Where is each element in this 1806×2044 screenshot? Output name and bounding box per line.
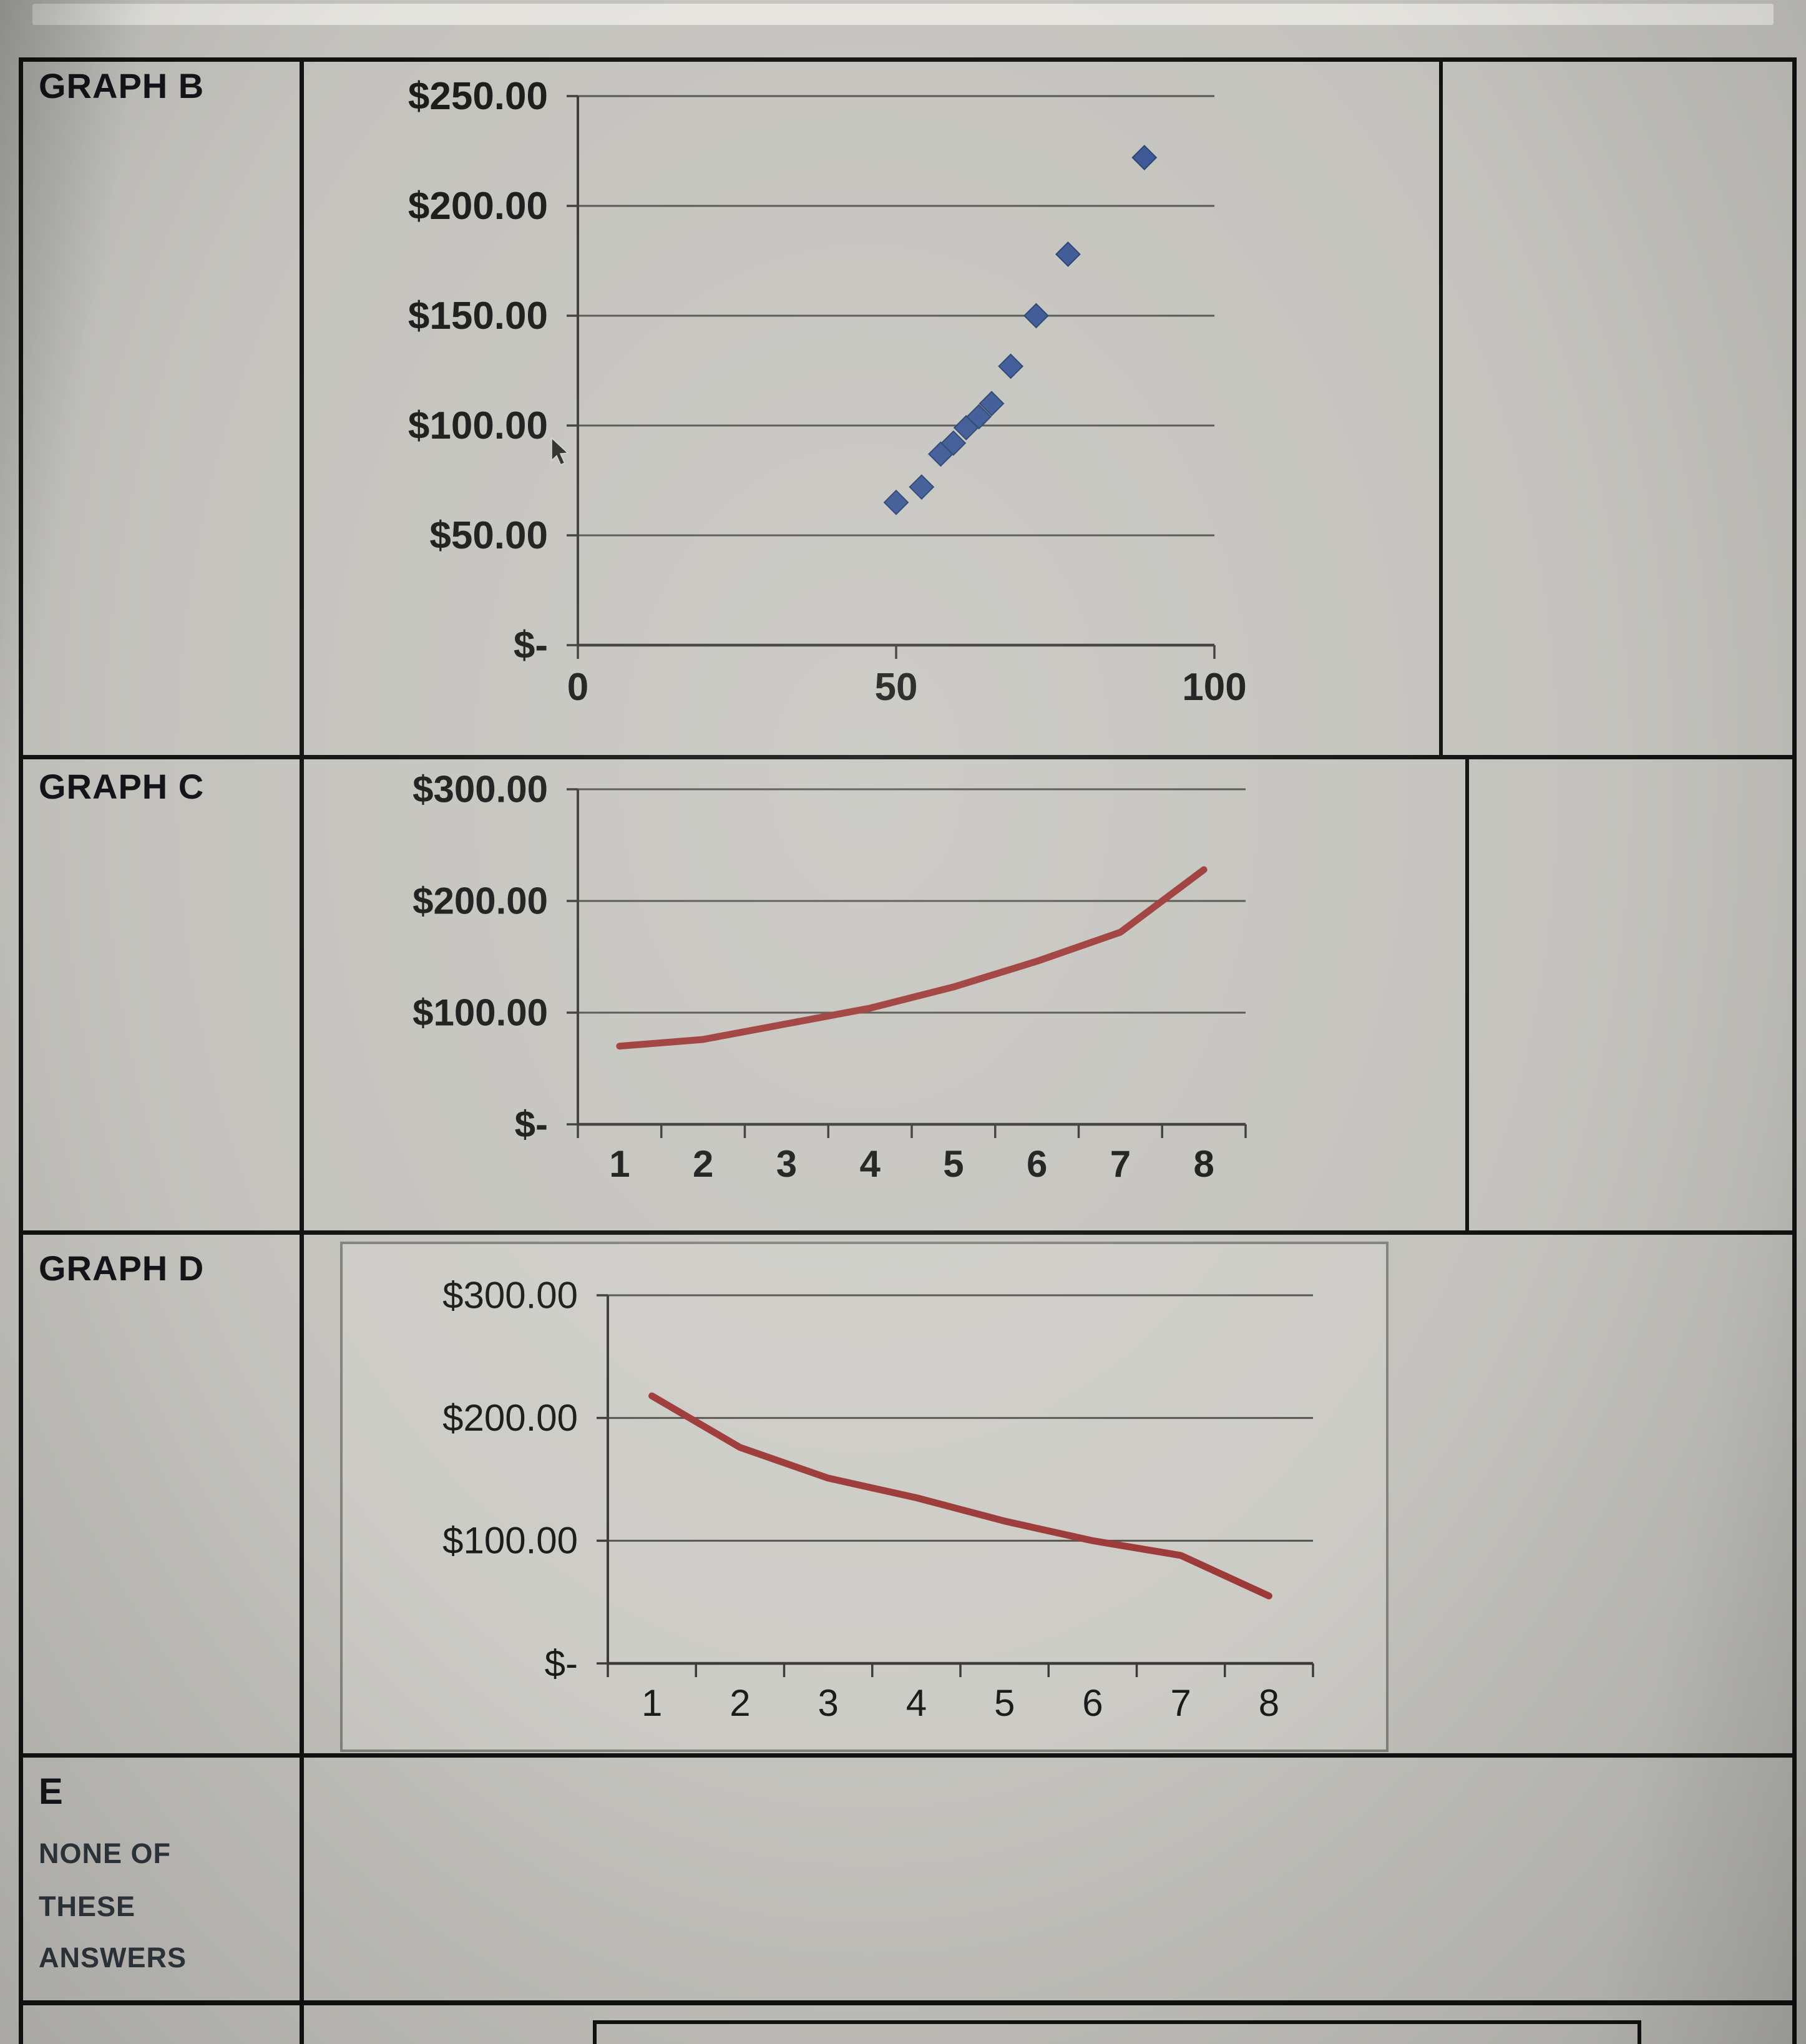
y-tick-label: $300.00 [442,1274,578,1316]
graph-c-label: GRAPH C [39,767,205,806]
table-border-row-c [19,1230,1796,1235]
y-tick-label: $50.00 [429,514,548,557]
graph-b-label: GRAPH B [39,66,205,105]
x-tick-label: 5 [943,1143,964,1185]
y-tick-label: $- [545,1642,578,1684]
scatter-point [979,391,1005,417]
graph-b-chart-area: $- $50.00 $100.00 $150.00 $200.00 $250.00 0 50 1… [303,62,1439,755]
option-e-text-line1: NONE OF [39,1837,172,1869]
x-tick-label: 1 [609,1143,630,1185]
x-tick-label: 3 [818,1682,838,1724]
previous-row-edge [32,4,1774,25]
y-tick-label: $250.00 [408,75,548,118]
data-line [648,1392,1272,1600]
table-border-left [19,57,23,2044]
scatter-point [998,353,1024,379]
x-tick-label: 3 [776,1143,797,1185]
table-border-row-e [19,2000,1796,2005]
x-tick-label: 50 [875,666,918,709]
scatter-point [1055,241,1081,267]
next-chart-frame-left [593,2020,597,2044]
option-e-text-line2: THESE [39,1891,136,1922]
table-border-right [1792,57,1797,2044]
x-tick-label: 6 [1027,1143,1047,1185]
scatter-point [1023,303,1049,329]
option-e-letter: E [39,1771,64,1812]
next-chart-frame-right [1638,2020,1641,2044]
graph-b-chart: $- $50.00 $100.00 $150.00 $200.00 $250.00 0 50 1… [408,75,1247,709]
data-line [616,866,1208,1050]
y-tick-label: $100.00 [412,991,548,1033]
next-chart-frame-top [593,2020,1641,2024]
table-border-row-d [19,1753,1796,1758]
graph-d-chart: $- $100.00 $200.00 $300.00 1 2 3 4 5 6 7 8 [442,1274,1314,1724]
scatter-point [883,489,909,515]
table-border-chartcol-b [1439,57,1443,759]
table-border-chartcol-c [1465,755,1469,1235]
y-tick-label: $200.00 [442,1397,578,1439]
x-tick-label: 8 [1193,1143,1214,1185]
table-border-top [19,57,1796,62]
x-tick-label: 6 [1082,1682,1103,1724]
y-tick-label: $300.00 [412,768,548,810]
option-e-text-line3: ANSWERS [39,1942,187,1973]
graph-d-label: GRAPH D [39,1248,205,1288]
y-tick-label: $150.00 [408,294,548,338]
x-tick-label: 0 [567,666,588,709]
graph-c-chart: $- $100.00 $200.00 $300.00 1 2 3 4 5 6 7 8 [412,768,1247,1185]
scatter-point [909,474,935,500]
x-tick-label: 5 [994,1682,1015,1724]
y-tick-label: $200.00 [408,185,548,228]
x-tick-label: 1 [642,1682,662,1724]
graph-d-chart-frame: $- $100.00 $200.00 $300.00 1 2 3 4 5 6 7 8 [340,1242,1389,1752]
y-tick-label: $- [515,1103,548,1145]
x-tick-label: 4 [859,1143,881,1185]
y-tick-label: $- [514,624,548,667]
x-tick-label: 4 [906,1682,927,1724]
y-tick-label: $100.00 [442,1520,578,1562]
y-tick-label: $100.00 [408,404,548,447]
scatter-point [940,430,967,456]
scatter-point [966,404,992,430]
y-tick-label: $200.00 [412,880,548,922]
x-tick-label: 7 [1110,1143,1131,1185]
x-tick-label: 7 [1170,1682,1191,1724]
table-border-labelcol [300,57,304,2044]
x-tick-label: 8 [1259,1682,1279,1724]
graph-c-chart-area: $- $100.00 $200.00 $300.00 1 2 3 4 5 6 7 8 [303,759,1464,1230]
table-border-row-b [19,755,1796,759]
scatter-point [1131,145,1158,170]
x-tick-label: 2 [693,1143,713,1185]
x-tick-label: 2 [730,1682,750,1724]
x-tick-label: 100 [1182,666,1246,709]
